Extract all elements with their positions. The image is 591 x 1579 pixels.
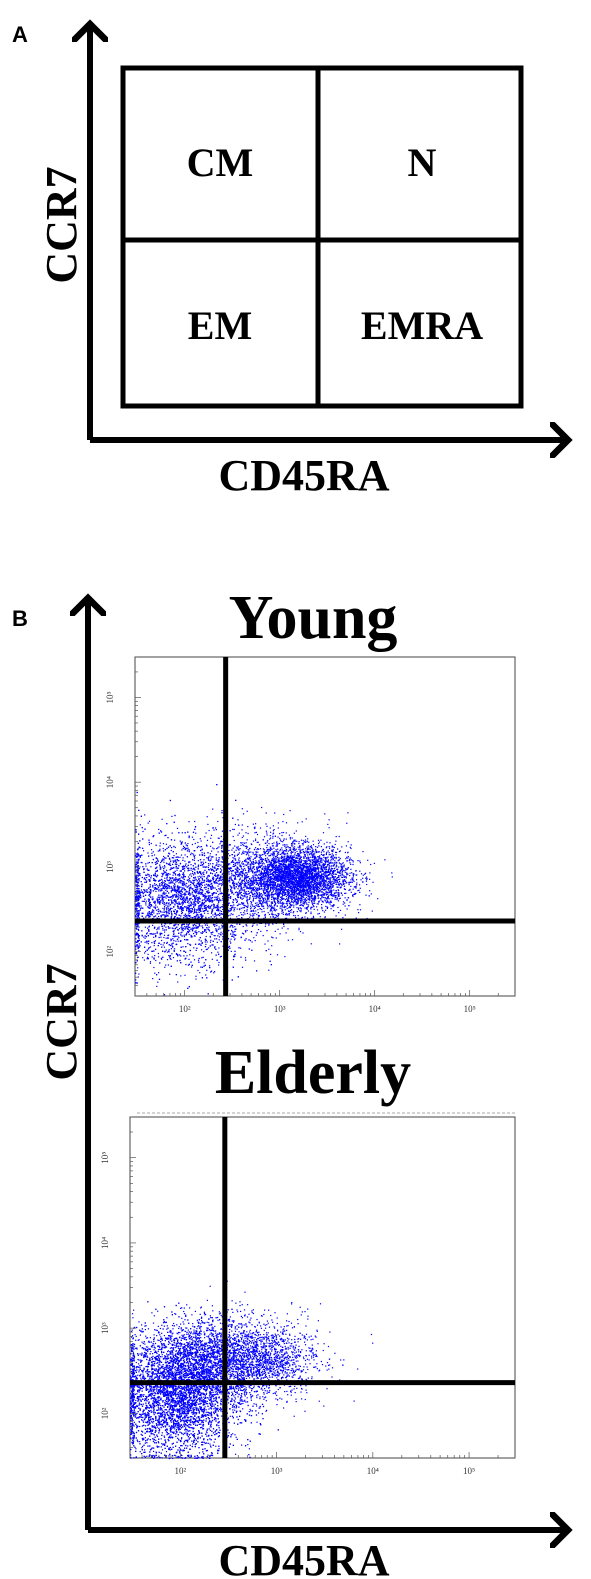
quadrant-label-n: N xyxy=(408,140,437,185)
elderly-y-tick-label: 10² xyxy=(100,1407,110,1419)
panel-b-letter: B xyxy=(12,606,28,631)
young-y-tick-label: 10⁵ xyxy=(105,691,115,703)
elderly-x-tick-label: 10⁵ xyxy=(463,1466,475,1476)
panel-b: B CCR7 CD45RA Young 10² 10³ 10⁴ 10⁵10²10³10… xyxy=(12,584,568,1579)
elderly-event-dots xyxy=(130,1280,374,1460)
elderly-y-tick-label: 10⁴ xyxy=(100,1237,110,1249)
elderly-x-tick-label: 10³ xyxy=(271,1466,283,1476)
young-x-tick-label: 10³ xyxy=(274,1004,286,1014)
elderly-plot-title: Elderly xyxy=(215,1039,411,1107)
elderly-ticks xyxy=(129,1116,516,1459)
young-x-tick-label: 10² xyxy=(179,1004,191,1014)
young-ticks xyxy=(134,656,516,997)
elderly-y-tick-label: 10⁵ xyxy=(100,1152,110,1164)
panel-a: A CCR7 CD45RA CM N EM EMRA xyxy=(12,22,568,500)
quadrant-label-em: EM xyxy=(188,303,252,348)
young-x-tick-label: 10⁴ xyxy=(369,1004,381,1014)
elderly-scatter-plot: 10² 10³ 10⁴ 10⁵ 10² 10³ 10⁴ 10⁵ xyxy=(100,1116,516,1476)
panel-a-x-axis-label: CD45RA xyxy=(218,451,389,500)
panel-a-letter: A xyxy=(12,22,28,47)
elderly-y-tick-label: 10³ xyxy=(100,1322,110,1334)
young-x-tick-label: 10⁵ xyxy=(464,1004,476,1014)
elderly-x-tick-label: 10² xyxy=(174,1466,186,1476)
young-plot-frame xyxy=(134,656,516,997)
young-y-tick-label: 10³ xyxy=(105,861,115,873)
young-scatter-plot: 10² 10³ 10⁴ 10⁵ 10² 10³ 10⁴ 10⁵ xyxy=(105,656,516,1014)
quadrant-grid xyxy=(120,65,524,409)
panel-a-y-axis-label: CCR7 xyxy=(37,166,86,283)
young-y-tick-label: 10² xyxy=(105,946,115,958)
quadrant-label-cm: CM xyxy=(187,140,254,185)
elderly-x-tick-label: 10⁴ xyxy=(367,1466,379,1476)
panel-b-y-axis-label: CCR7 xyxy=(37,963,86,1080)
panel-b-x-axis-label: CD45RA xyxy=(218,1536,389,1579)
young-plot-title: Young xyxy=(229,584,398,652)
quadrant-label-emra: EMRA xyxy=(361,303,483,348)
young-y-tick-label: 10⁴ xyxy=(105,776,115,788)
